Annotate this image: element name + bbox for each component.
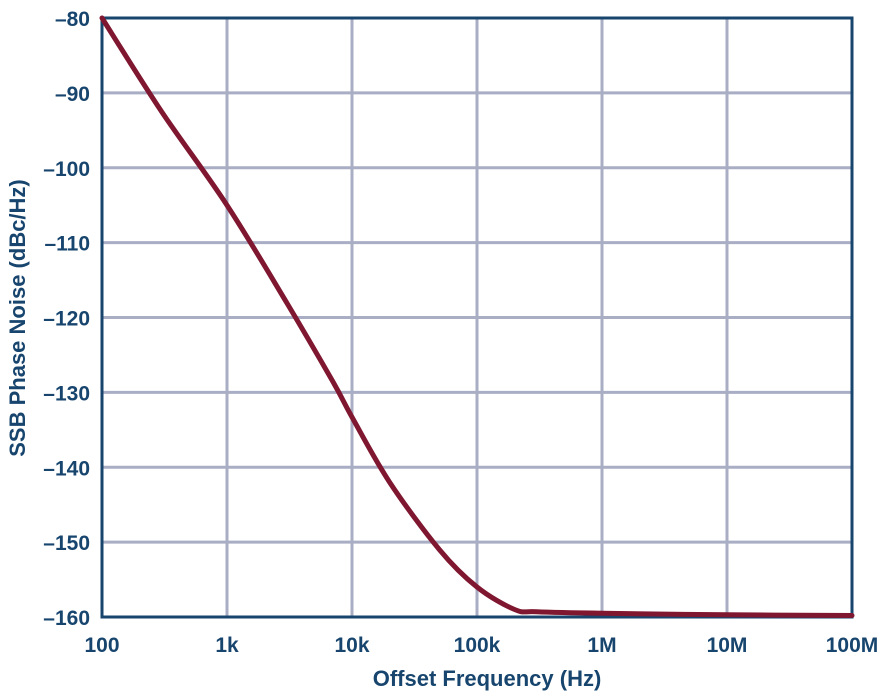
grid-lines [102,18,852,617]
y-tick-label: –100 [43,158,90,181]
y-tick-label: –130 [43,382,90,405]
y-tick-label: –140 [43,457,90,480]
x-axis-label: Offset Frequency (Hz) [373,666,602,691]
x-tick-label: 10M [707,634,748,657]
x-tick-label: 100k [454,634,501,657]
y-tick-label: –120 [43,308,90,331]
x-tick-label: 10k [334,634,369,657]
x-tick-label: 1M [587,634,616,657]
y-axis-label: SSB Phase Noise (dBc/Hz) [5,179,30,457]
x-tick-label: 100M [826,634,879,657]
phase-noise-curve [99,15,855,618]
x-tick-label: 100 [84,634,119,657]
y-tick-label: –80 [55,8,90,31]
y-axis-ticks: –80 –90 –100 –110 –120 –130 –140 –150 –160 [43,8,90,630]
y-tick-label: –160 [43,607,90,630]
plot-frame [100,16,854,619]
x-tick-label: 1k [215,634,239,657]
y-tick-label: –150 [43,532,90,555]
y-tick-label: –110 [44,233,90,256]
y-tick-label: –90 [55,83,90,106]
x-axis-ticks: 100 1k 10k 100k 1M 10M 100M [84,634,878,657]
